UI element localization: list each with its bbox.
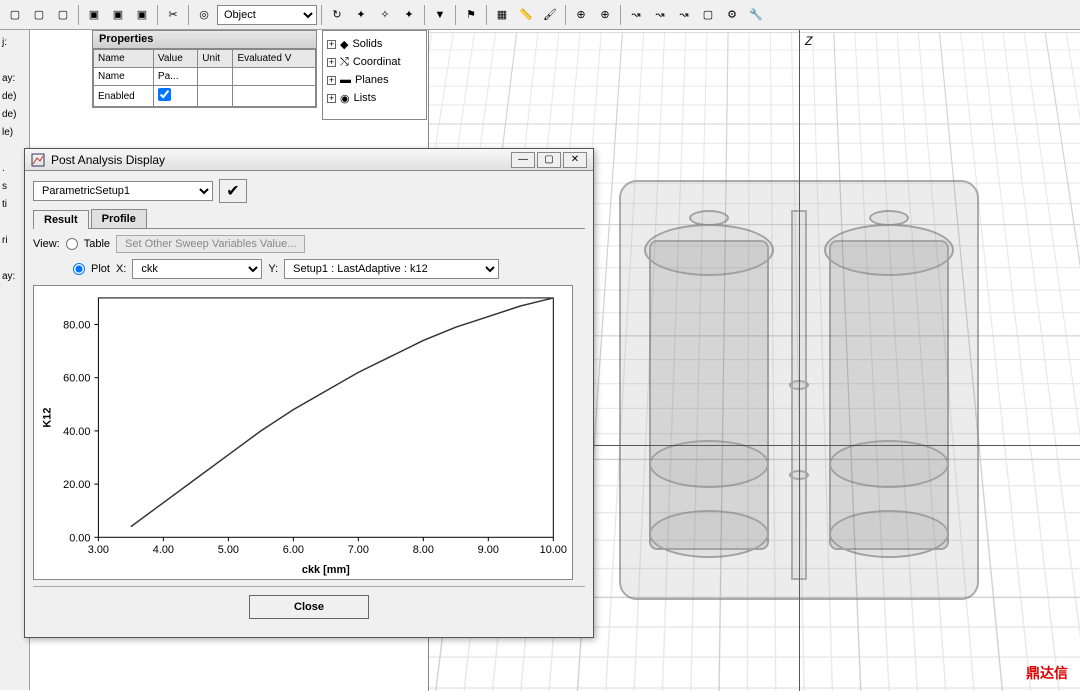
x-label: X:: [116, 263, 126, 275]
dialog-title: Post Analysis Display: [51, 153, 165, 167]
globe1-icon[interactable]: ⊕: [570, 4, 592, 26]
target-icon[interactable]: ◎: [193, 4, 215, 26]
dialog-tabs: Result Profile: [33, 209, 585, 229]
col-eval: Evaluated V: [233, 50, 316, 68]
svg-text:80.00: 80.00: [63, 319, 90, 331]
watermark: 鼎达信: [1026, 663, 1068, 683]
object-selector[interactable]: Object: [217, 5, 317, 25]
path2-icon[interactable]: ↝: [649, 4, 671, 26]
svg-text:5.00: 5.00: [218, 544, 239, 556]
line-chart: 0.00 20.00 40.00 60.00 80.00 3.00 4.00 5.00 6.00…: [34, 286, 572, 579]
svg-text:40.00: 40.00: [63, 426, 90, 438]
tree-coord[interactable]: + ⤭ Coordinat: [327, 53, 422, 71]
svg-text:8.00: 8.00: [413, 544, 434, 556]
maximize-button[interactable]: ▢: [537, 152, 561, 168]
refresh-icon[interactable]: ↻: [326, 4, 348, 26]
funnel-icon[interactable]: ▼: [429, 4, 451, 26]
ruler-icon[interactable]: 📏: [515, 4, 537, 26]
close-x-button[interactable]: ✕: [563, 152, 587, 168]
properties-panel: Properties Name Value Unit Evaluated V N…: [92, 30, 317, 108]
post-analysis-dialog: Post Analysis Display — ▢ ✕ ParametricSe…: [24, 148, 594, 638]
tool-cube6[interactable]: ▣: [131, 4, 153, 26]
star3-icon[interactable]: ✦: [398, 4, 420, 26]
flag-icon[interactable]: ⚑: [460, 4, 482, 26]
coord-icon: ⤭: [340, 56, 349, 69]
col-value: Value: [153, 50, 197, 68]
tool-cube3[interactable]: ▢: [52, 4, 74, 26]
expand-icon[interactable]: +: [327, 76, 336, 85]
table-radio-label: Table: [84, 238, 110, 250]
tree-solids[interactable]: + ◆ Solids: [327, 35, 422, 53]
view-label: View:: [33, 238, 60, 250]
chart-icon: [31, 153, 45, 167]
z-axis-label: Z: [805, 34, 812, 48]
tool-cube2[interactable]: ▢: [28, 4, 50, 26]
svg-text:3.00: 3.00: [88, 544, 109, 556]
tree-lists[interactable]: + ◉ Lists: [327, 89, 422, 107]
globe2-icon[interactable]: ⊕: [594, 4, 616, 26]
model-geometry: [619, 180, 979, 610]
col-unit: Unit: [198, 50, 233, 68]
tool-cube4[interactable]: ▣: [83, 4, 105, 26]
tab-profile[interactable]: Profile: [91, 209, 147, 228]
svg-text:ckk [mm]: ckk [mm]: [302, 564, 350, 576]
tree-planes[interactable]: + ▬ Planes: [327, 71, 422, 89]
enabled-checkbox[interactable]: [158, 88, 171, 101]
svg-text:K12: K12: [42, 408, 54, 428]
svg-text:0.00: 0.00: [69, 532, 90, 544]
svg-text:7.00: 7.00: [348, 544, 369, 556]
tool-cube5[interactable]: ▣: [107, 4, 129, 26]
star2-icon[interactable]: ✧: [374, 4, 396, 26]
close-button[interactable]: Close: [249, 595, 369, 619]
table-row[interactable]: Enabled: [94, 86, 316, 107]
apply-check-button[interactable]: ✔: [219, 179, 247, 203]
svg-text:10.00: 10.00: [540, 544, 567, 556]
path3-icon[interactable]: ↝: [673, 4, 695, 26]
expand-icon[interactable]: +: [327, 94, 336, 103]
grid-icon[interactable]: ▦: [491, 4, 513, 26]
svg-text:60.00: 60.00: [63, 373, 90, 385]
sweep-vars-button[interactable]: Set Other Sweep Variables Value...: [116, 235, 305, 253]
table-row[interactable]: Name Pa...: [94, 68, 316, 86]
x-combo[interactable]: ckk: [132, 259, 262, 279]
plot-radio-label: Plot: [91, 263, 110, 275]
lists-icon: ◉: [340, 92, 350, 105]
svg-text:4.00: 4.00: [153, 544, 174, 556]
y-combo[interactable]: Setup1 : LastAdaptive : k12: [284, 259, 499, 279]
path1-icon[interactable]: ↝: [625, 4, 647, 26]
col-name: Name: [94, 50, 154, 68]
setup-combo[interactable]: ParametricSetup1: [33, 181, 213, 201]
table-radio[interactable]: [66, 238, 78, 250]
tool-cube1[interactable]: ▢: [4, 4, 26, 26]
svg-text:20.00: 20.00: [63, 479, 90, 491]
solids-icon: ◆: [340, 38, 348, 51]
paint-icon[interactable]: 🖌: [539, 4, 561, 26]
plot-area: 0.00 20.00 40.00 60.00 80.00 3.00 4.00 5.00 6.00…: [33, 285, 573, 580]
wrench-icon[interactable]: 🔧: [745, 4, 767, 26]
properties-table: Name Value Unit Evaluated V Name Pa... E…: [93, 49, 316, 107]
tab-result[interactable]: Result: [33, 210, 89, 229]
y-label: Y:: [268, 263, 278, 275]
expand-icon[interactable]: +: [327, 58, 336, 67]
minimize-button[interactable]: —: [511, 152, 535, 168]
properties-title: Properties: [93, 31, 316, 49]
box2-icon[interactable]: ▢: [697, 4, 719, 26]
svg-text:6.00: 6.00: [283, 544, 304, 556]
gear-icon[interactable]: ⚙: [721, 4, 743, 26]
planes-icon: ▬: [340, 74, 351, 86]
cut-icon[interactable]: ✂: [162, 4, 184, 26]
expand-icon[interactable]: +: [327, 40, 336, 49]
svg-text:9.00: 9.00: [478, 544, 499, 556]
main-toolbar: ▢ ▢ ▢ ▣ ▣ ▣ ✂ ◎ Object ↻ ✦ ✧ ✦ ▼ ⚑ ▦ 📏 🖌…: [0, 0, 1080, 30]
model-tree: + ◆ Solids + ⤭ Coordinat + ▬ Planes + ◉ …: [322, 30, 427, 120]
plot-radio[interactable]: [73, 263, 85, 275]
dialog-titlebar[interactable]: Post Analysis Display — ▢ ✕: [25, 149, 593, 171]
star1-icon[interactable]: ✦: [350, 4, 372, 26]
